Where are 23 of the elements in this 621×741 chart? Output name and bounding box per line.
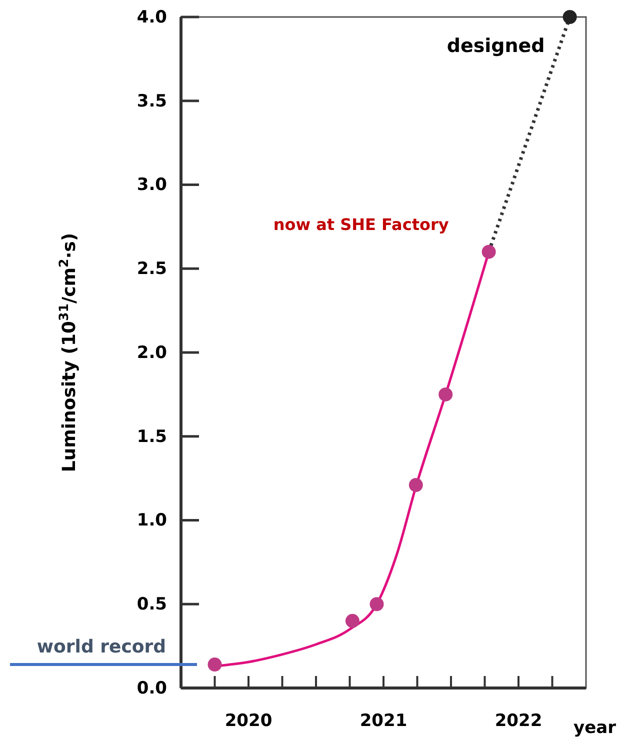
y-tick-label: 2.0 bbox=[136, 342, 168, 363]
y-tick-label: 3.0 bbox=[136, 175, 168, 196]
ref-line-label: world record bbox=[36, 636, 166, 658]
y-tick-label: 3.5 bbox=[136, 91, 167, 112]
x-tick-label: 2022 bbox=[494, 711, 542, 732]
annotation: designed bbox=[446, 35, 545, 57]
x-tick-label: 2020 bbox=[224, 711, 272, 732]
point bbox=[562, 10, 577, 24]
point bbox=[345, 614, 360, 628]
point bbox=[208, 658, 222, 672]
y-tick-label: 1.5 bbox=[136, 426, 167, 447]
x-tick-label: 2021 bbox=[360, 711, 408, 732]
point bbox=[438, 387, 453, 402]
point bbox=[370, 597, 384, 612]
y-tick-label: 2.5 bbox=[136, 259, 167, 280]
point bbox=[408, 478, 423, 492]
y-tick-label: 4.0 bbox=[136, 7, 168, 28]
y-tick-label: 0.5 bbox=[136, 594, 167, 615]
x-axis-title: year bbox=[574, 718, 617, 738]
annotation: now at SHE Factory bbox=[273, 214, 450, 234]
y-tick-label: 0.0 bbox=[136, 678, 168, 698]
point bbox=[482, 244, 496, 259]
y-tick-label: 1.0 bbox=[136, 510, 168, 531]
